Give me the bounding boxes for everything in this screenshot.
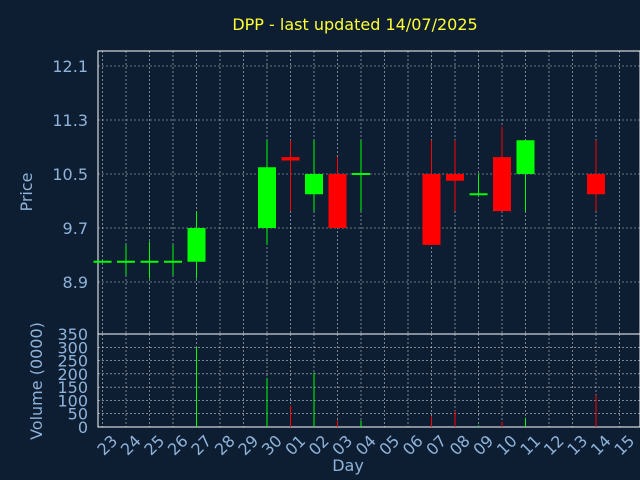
candle-body xyxy=(446,174,464,181)
volume-y-tick-label: 100 xyxy=(57,391,88,410)
candle-body xyxy=(516,140,535,174)
volume-y-tick-label: 0 xyxy=(78,418,88,437)
candle-body xyxy=(164,260,182,263)
price-y-tick-label: 12.1 xyxy=(52,57,88,76)
volume-y-tick-label: 300 xyxy=(57,338,88,357)
price-y-axis-label: Price xyxy=(17,172,36,211)
candle xyxy=(422,140,441,245)
volume-y-tick-label: 200 xyxy=(57,365,88,384)
candle-body xyxy=(305,174,323,195)
volume-y-tick-label: 50 xyxy=(68,405,88,424)
candle xyxy=(352,140,370,212)
candles xyxy=(93,126,605,279)
candle xyxy=(117,244,135,276)
price-y-ticks: 8.9 9.7 10.5 11.3 12.1 xyxy=(52,57,88,292)
candle-body xyxy=(187,228,206,262)
candle-body xyxy=(328,174,347,228)
candle-body xyxy=(93,260,112,263)
candle-body xyxy=(493,157,511,212)
candle xyxy=(469,174,488,196)
chart-title: DPP - last updated 14/07/2025 xyxy=(232,15,477,34)
candle xyxy=(516,140,535,212)
candle-body xyxy=(258,167,276,228)
candle xyxy=(140,241,159,279)
candle-body xyxy=(117,260,135,263)
candle-body xyxy=(281,157,300,161)
candle xyxy=(493,126,511,212)
candle-body xyxy=(587,174,605,195)
x-ticks: 2324252627282930010203040506070809101112… xyxy=(93,431,638,459)
volume-bars xyxy=(196,347,597,427)
volume-y-tick-label: 150 xyxy=(57,378,88,397)
volume-plot-frame xyxy=(97,333,640,428)
candle xyxy=(258,140,276,245)
candle xyxy=(93,260,112,263)
candle xyxy=(446,140,464,212)
candle-body xyxy=(352,173,370,175)
price-y-tick-label: 10.5 xyxy=(52,165,88,184)
volume-y-tick-label: 250 xyxy=(57,352,88,371)
volume-y-tick-label: 350 xyxy=(57,325,88,344)
candle xyxy=(187,211,206,279)
price-y-tick-label: 8.9 xyxy=(63,273,88,292)
volume-y-axis-label: Volume (0000) xyxy=(27,322,46,440)
x-axis-label: Day xyxy=(332,456,364,475)
candle xyxy=(587,140,605,212)
candle-body xyxy=(140,260,159,263)
candle xyxy=(305,140,323,212)
price-y-tick-label: 11.3 xyxy=(52,111,88,130)
price-y-tick-label: 9.7 xyxy=(63,219,88,238)
candle xyxy=(281,140,300,212)
candle xyxy=(164,244,182,276)
candle-body xyxy=(469,193,488,196)
candle-body xyxy=(422,174,441,245)
price-panel: 8.9 9.7 10.5 11.3 12.1 Price xyxy=(17,50,640,335)
candle xyxy=(328,157,347,228)
